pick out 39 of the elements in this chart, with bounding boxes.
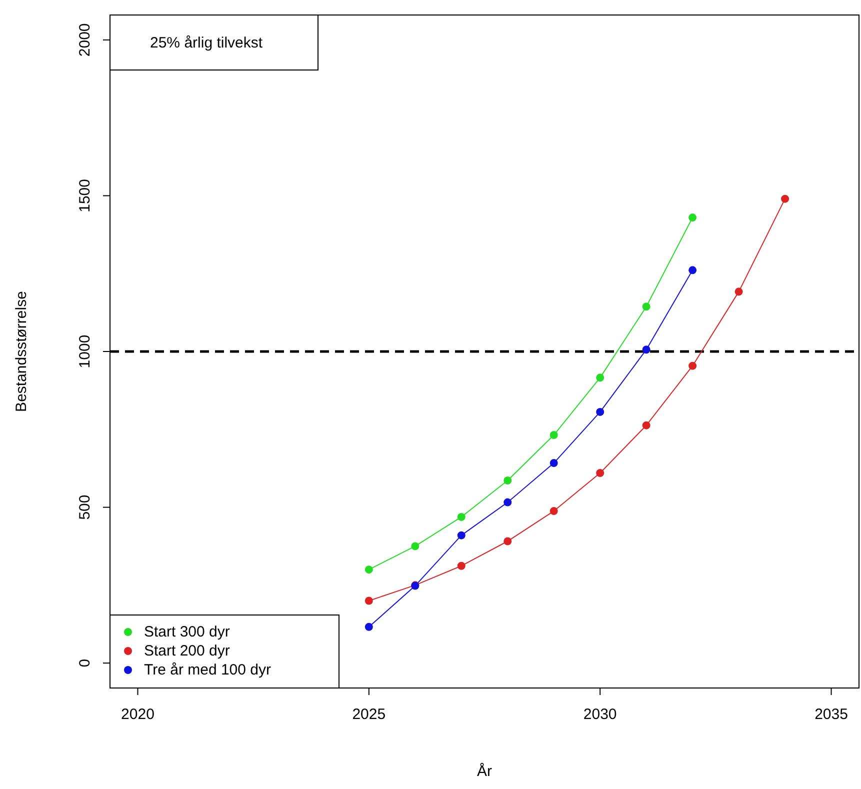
- point: [504, 537, 512, 546]
- point: [688, 266, 697, 274]
- point: [550, 459, 558, 468]
- point: [688, 214, 697, 222]
- legend-label: Tre år med 100 dyr: [144, 662, 271, 678]
- point: [364, 622, 373, 631]
- point: [596, 469, 604, 478]
- point: [642, 346, 650, 354]
- y-tick-label: 1000: [76, 334, 94, 368]
- legend-label: Start 200 dyr: [144, 642, 230, 660]
- point: [596, 374, 604, 382]
- y-tick-label: 2000: [76, 23, 94, 57]
- point: [550, 507, 558, 516]
- x-tick-label: 2020: [121, 706, 154, 723]
- point: [411, 542, 420, 550]
- y-tick-label: 500: [76, 494, 94, 520]
- y-tick-label: 1500: [76, 179, 94, 212]
- x-tick-label: 2035: [814, 706, 848, 723]
- x-axis-title: År: [477, 762, 492, 780]
- point: [642, 302, 650, 311]
- point: [642, 421, 650, 430]
- x-tick-label: 2030: [583, 706, 617, 723]
- point: [596, 408, 604, 416]
- point: [688, 362, 697, 370]
- point: [457, 512, 466, 521]
- point: [457, 562, 466, 570]
- point: [364, 596, 373, 605]
- legend-label: Start 300 dyr: [144, 624, 230, 640]
- y-tick-label: 0: [76, 658, 94, 668]
- x-tick-label: 2025: [352, 706, 386, 723]
- annotation: 25% årlig tilvekst: [150, 34, 264, 52]
- point: [734, 288, 743, 296]
- point: [550, 431, 558, 439]
- point: [457, 531, 466, 540]
- y-axis-title: Bestandsstørrelse: [13, 291, 30, 412]
- point: [504, 476, 512, 484]
- point: [504, 498, 512, 506]
- point: [781, 194, 790, 203]
- point: [364, 566, 373, 574]
